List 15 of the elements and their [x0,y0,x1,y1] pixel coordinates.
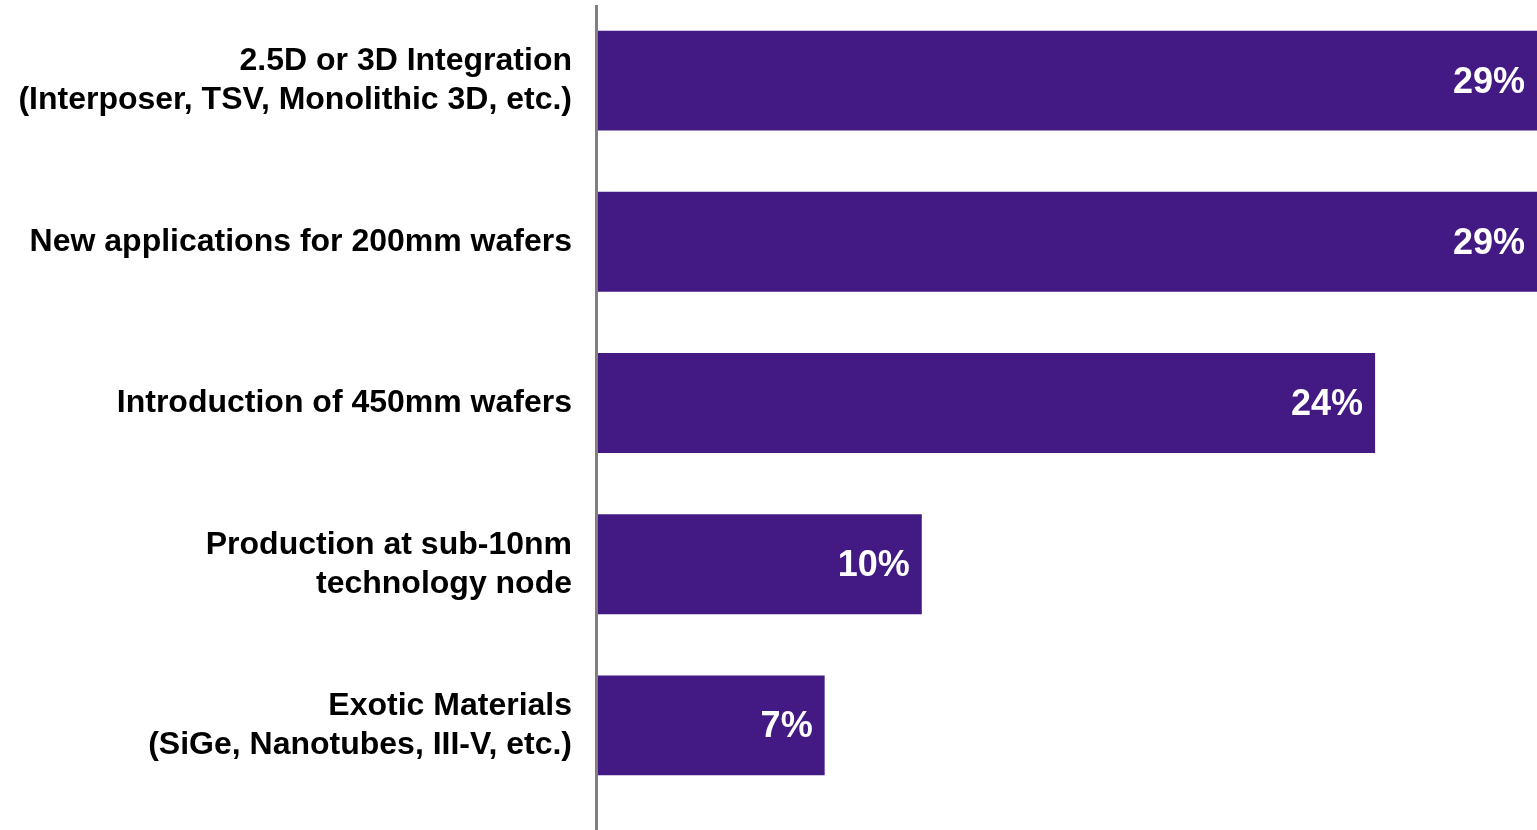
y-tick-label: Introduction of 450mm wafers [116,382,572,419]
data-label: 29% [1452,220,1525,262]
bar [598,191,1537,292]
data-label: 29% [1452,59,1525,101]
y-tick-label: New applications for 200mm wafers [29,221,572,258]
bar [598,675,825,776]
y-tick-label: 2.5D or 3D Integration (Interposer, TSV, Monolithic 3D, etc.) [18,40,572,116]
bar [598,514,922,615]
data-label: 10% [837,543,910,585]
y-tick-label: Production at sub-10nm technology node [205,524,572,600]
bar [598,353,1376,453]
data-label: 24% [1291,381,1364,423]
y-tick-label: Exotic Materials (SiGe, Nanotubes, III-V, etc.) [148,685,572,761]
data-label: 7% [760,704,813,746]
bar [598,30,1537,131]
